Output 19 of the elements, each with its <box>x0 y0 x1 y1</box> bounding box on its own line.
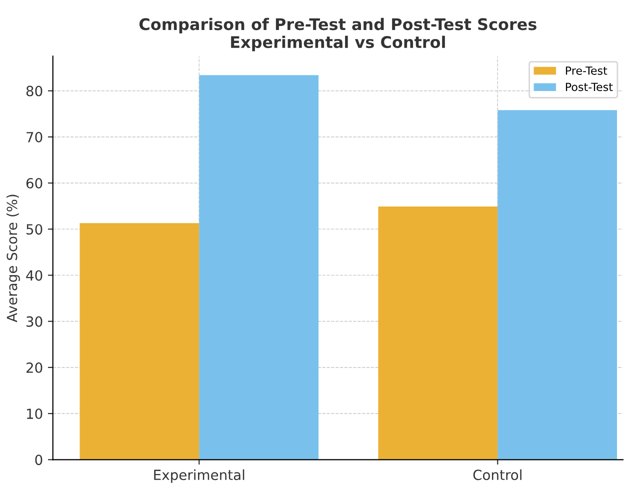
chart-title: Comparison of Pre-Test and Post-Test Scores Experimental vs Control <box>139 18 536 52</box>
x-tick-label: Control <box>473 469 522 480</box>
y-tick-label: 0 <box>35 454 42 466</box>
y-tick-label: 70 <box>26 132 42 142</box>
y-tick-label: 80 <box>26 86 42 96</box>
y-tick-label: 60 <box>26 178 42 188</box>
y-tick-label: 30 <box>26 316 42 327</box>
legend-label: Pre-Test <box>566 66 608 75</box>
bar <box>199 75 319 460</box>
y-axis-title: Average Score (%) <box>6 194 20 322</box>
bar <box>80 223 200 460</box>
bar <box>378 206 498 460</box>
legend-label: Post-Test <box>566 82 613 92</box>
y-tick-label: 40 <box>26 270 42 281</box>
y-tick-label: 50 <box>26 224 42 235</box>
bar <box>498 110 618 460</box>
y-tick-label: 10 <box>27 408 42 420</box>
y-tick-label: 20 <box>26 362 42 373</box>
x-tick-label: Experimental <box>154 469 244 483</box>
